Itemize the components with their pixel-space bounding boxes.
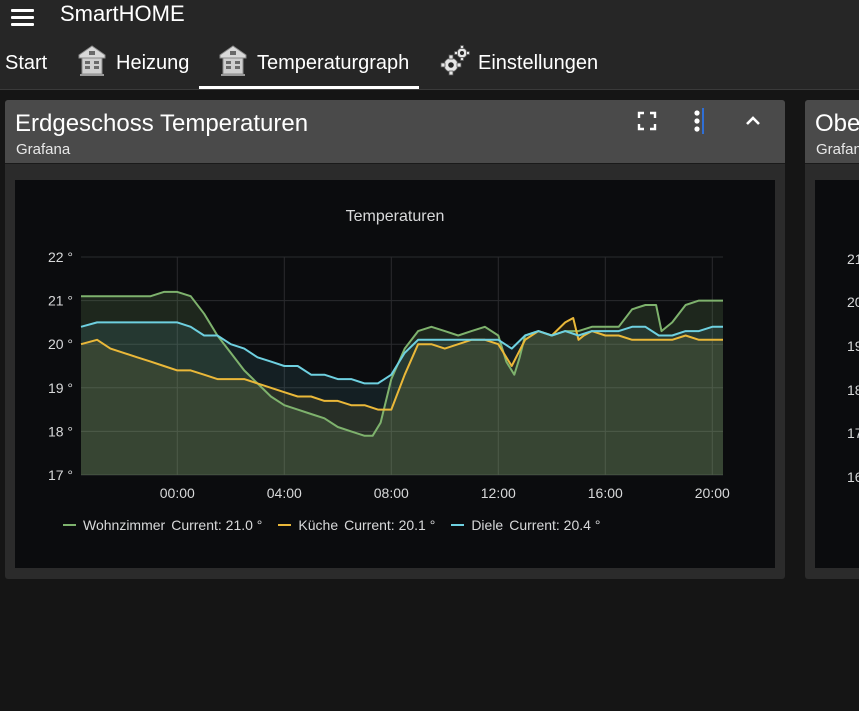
tab-label: Heizung: [116, 51, 190, 74]
x-tick-label: 08:00: [374, 485, 409, 501]
fullscreen-button[interactable]: [633, 110, 661, 136]
series-line-wohnzimmer: [81, 290, 723, 437]
y-tick-label: 16: [847, 469, 859, 485]
card-title: Erdgeschoss Temperaturen: [15, 110, 309, 137]
y-tick-label: 21 °: [48, 293, 73, 309]
tab-label: Start: [5, 51, 48, 74]
chevron-up-icon: [743, 111, 763, 136]
chart-legend: Wohnzimmer Current: 21.0 ° Küche Current…: [63, 517, 616, 533]
widget-card-erdgeschoss: Erdgeschoss Temperaturen Grafana: [5, 100, 785, 579]
series-area-küche: [81, 318, 723, 475]
legend-series-name: Diele: [471, 517, 504, 533]
tab-label: Einstellungen: [478, 51, 599, 74]
tab-bar: Start Heizung Temperatur: [0, 36, 859, 90]
card-subtitle: Grafan: [816, 141, 859, 158]
app-bar: SmartHOME: [0, 0, 859, 36]
x-tick-label: 12:00: [481, 485, 516, 501]
tab-heizung[interactable]: Heizung: [76, 36, 189, 90]
tab-start[interactable]: Start: [5, 36, 47, 90]
legend-swatch: [63, 524, 76, 526]
chart-title: Temperaturen: [345, 208, 445, 225]
grafana-panel: 21 20 19 18 17 16: [815, 180, 859, 568]
y-tick-label: 19: [847, 338, 859, 354]
app-title: SmartHOME: [60, 1, 185, 26]
y-tick-label: 18: [847, 382, 859, 398]
series-line-diele: [80, 321, 723, 385]
y-tick-label: 17 °: [48, 467, 73, 483]
legend-item-wohnzimmer[interactable]: Wohnzimmer Current: 21.0 °: [63, 517, 262, 533]
legend-current-value: Current: 21.0 °: [171, 517, 263, 533]
y-tick-label: 22 °: [48, 249, 73, 265]
card-header: Erdgeschoss Temperaturen Grafana: [5, 100, 785, 164]
legend-swatch: [451, 524, 465, 526]
grafana-panel: Temperaturen 22 ° 21 ° 20 ° 19 ° 18 ° 17 ° 00:…: [15, 180, 775, 568]
legend-current-value: Current: 20.4 °: [509, 517, 601, 533]
house-icon: [76, 44, 108, 82]
y-tick-label: 20 °: [48, 336, 73, 352]
temperature-chart: 22 ° 21 ° 20 ° 19 ° 18 ° 17 ° 00:00 04:00 08:00 1…: [48, 249, 730, 501]
widget-card-obergeschoss: Obe Grafan 21 20 19 18 17 16: [805, 100, 859, 579]
x-tick-label: 00:00: [160, 485, 195, 501]
more-vert-icon: [688, 107, 708, 140]
card-title: Obe: [815, 110, 859, 137]
y-tick-label: 18 °: [48, 423, 73, 439]
house-icon: [217, 44, 249, 82]
tab-einstellungen[interactable]: Einstellungen: [440, 36, 598, 90]
card-header: Obe Grafan: [805, 100, 859, 164]
legend-item-kueche[interactable]: Küche Current: 20.1 °: [278, 517, 435, 533]
x-tick-label: 20:00: [695, 485, 730, 501]
tab-temperaturgraph[interactable]: Temperaturgraph: [199, 36, 420, 90]
collapse-button[interactable]: [739, 110, 767, 136]
legend-series-name: Wohnzimmer: [83, 517, 166, 533]
y-tick-label: 19 °: [48, 380, 73, 396]
series-line-küche: [80, 317, 723, 411]
x-tick-label: 04:00: [267, 485, 302, 501]
menu-icon[interactable]: [10, 6, 36, 28]
y-tick-label: 17: [847, 425, 859, 441]
tab-label: Temperaturgraph: [257, 51, 410, 74]
legend-item-diele[interactable]: Diele Current: 20.4 °: [451, 517, 600, 533]
more-options-button[interactable]: [684, 107, 712, 136]
series-area-diele: [81, 322, 723, 475]
legend-current-value: Current: 20.1 °: [344, 517, 436, 533]
legend-series-name: Küche: [298, 517, 339, 533]
card-subtitle: Grafana: [16, 141, 71, 158]
legend-swatch: [278, 524, 292, 526]
x-tick-label: 16:00: [588, 485, 623, 501]
fullscreen-icon: [637, 111, 657, 136]
y-tick-label: 20: [847, 294, 859, 310]
y-tick-label: 21: [847, 251, 859, 267]
gears-icon: [440, 44, 470, 82]
